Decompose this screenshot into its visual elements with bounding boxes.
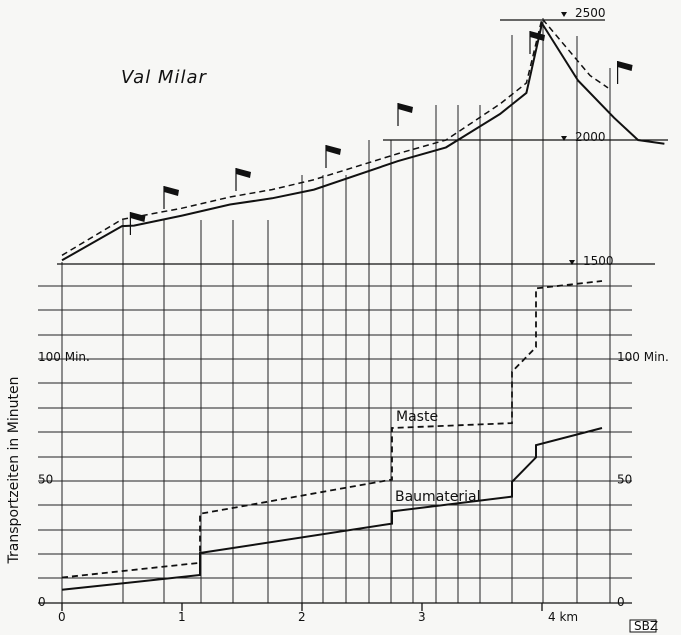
x-axis-tick-label-4: 4 km [548, 610, 578, 624]
flag-icon-3 [326, 145, 341, 155]
series-line-1 [61, 427, 603, 591]
x-axis-tick-label-0: 0 [58, 610, 66, 624]
series-line-0 [61, 280, 603, 579]
series-label-maste: Maste [396, 409, 438, 425]
x-axis-tick-label-2: 2 [298, 610, 306, 624]
y-axis-title: Transportzeiten in Minuten [6, 377, 22, 565]
flag-icon-1 [164, 186, 179, 196]
elevation-label-0: 1500 [583, 254, 614, 268]
terrain-profile-dashed [61, 16, 609, 256]
flag-icon-2 [236, 168, 251, 178]
flag-icon-0 [130, 212, 146, 222]
left-y-tick-label-0: 0 [38, 595, 46, 609]
x-axis-tick-label-1: 1 [178, 610, 186, 624]
left-y-tick-label-2: 100 Min. [38, 350, 90, 364]
elevation-marker-2 [561, 12, 567, 17]
series-label-baumaterial: Baumaterial [395, 489, 481, 505]
x-axis-tick-label-3: 3 [418, 610, 426, 624]
chart-title: Val Milar [121, 67, 207, 88]
right-y-tick-label-0: 0 [617, 595, 625, 609]
right-y-tick-label-1: 50 [617, 473, 632, 487]
elevation-marker-1 [561, 136, 567, 141]
flag-icon-4 [398, 103, 413, 113]
elevation-label-2: 2500 [575, 6, 606, 20]
elevation-label-1: 2000 [575, 130, 606, 144]
right-y-tick-label-2: 100 Min. [617, 350, 669, 364]
elevation-marker-0 [569, 260, 575, 265]
terrain-profile-solid [61, 20, 665, 262]
source-badge: SBZ [634, 619, 658, 633]
flag-icon-5 [530, 31, 545, 41]
left-y-tick-label-1: 50 [38, 473, 53, 487]
source-badge-box [629, 619, 657, 633]
flag-icon-6 [617, 61, 633, 71]
